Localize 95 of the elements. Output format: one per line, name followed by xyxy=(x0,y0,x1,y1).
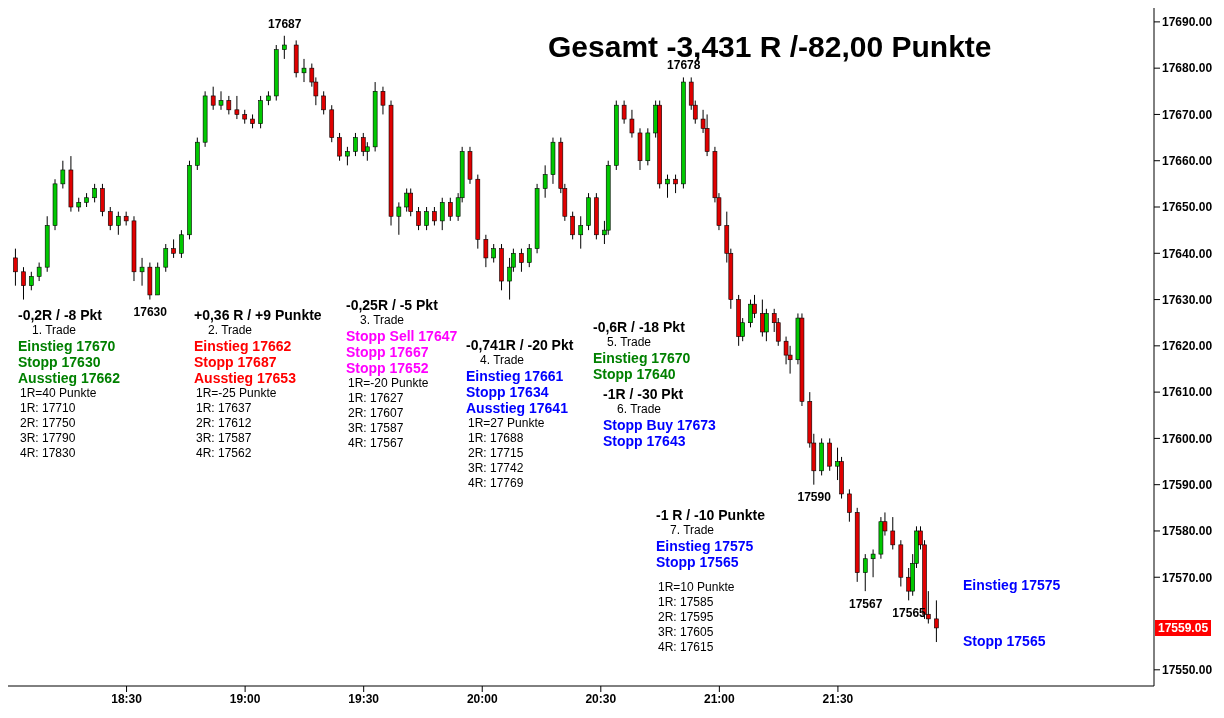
candlestick xyxy=(60,160,66,189)
trade-note: -1 R / -10 Punkte 7. Trade Einstieg 17575 Stopp 17565 1R=10 Punkte 1R: 17585 2R: 17595 3R: 17605 4R: 17615 xyxy=(656,508,765,655)
y-tick-label: 17550.00 xyxy=(1162,663,1213,678)
candlestick xyxy=(424,206,429,231)
annotation: 17630 xyxy=(133,305,168,320)
trade-note: Stopp 17565 xyxy=(963,633,1046,649)
candlestick xyxy=(337,132,342,162)
candlestick xyxy=(360,132,366,157)
candlestick xyxy=(301,58,307,83)
candlestick xyxy=(380,86,386,115)
candlestick xyxy=(234,95,240,120)
candlestick xyxy=(210,86,216,111)
candlestick xyxy=(519,248,524,273)
trade-note: Einstieg 17575 xyxy=(963,577,1061,593)
y-tick-label: 17630.00 xyxy=(1162,292,1213,307)
candlestick xyxy=(934,599,939,643)
candlestick xyxy=(629,109,635,139)
candlestick xyxy=(258,95,263,129)
y-tick-label: 17640.00 xyxy=(1162,246,1213,261)
candlestick xyxy=(321,90,326,115)
y-tick-label: 17690.00 xyxy=(1162,15,1213,30)
trade-note: +0,36 R / +9 Punkte 2. Trade Einstieg 17662 Stopp 17687 Ausstieg 17653 1R=-25 Punkte 1R: 17637 2R: 17612 3R: 17587 4R: 17562 xyxy=(194,308,322,461)
trade-note: -0,6R / -18 Pkt 5. Trade Einstieg 17670 Stopp 17640 xyxy=(593,320,691,382)
text: Gesamt -3,431 R /-82,00 Punkte xyxy=(548,30,992,63)
candlestick xyxy=(195,137,200,171)
candlestick xyxy=(353,132,358,157)
candlestick xyxy=(416,206,421,231)
candlestick xyxy=(432,206,437,227)
candlestick xyxy=(764,308,769,342)
candlestick xyxy=(218,90,224,111)
y-tick-label: 17680.00 xyxy=(1162,61,1213,76)
candlestick xyxy=(578,215,584,250)
candlestick xyxy=(665,174,670,199)
x-tick-label: 21:30 xyxy=(822,691,854,706)
candlestick xyxy=(439,197,445,231)
candlestick xyxy=(282,35,287,60)
annotation: 17590 xyxy=(797,490,832,505)
candlestick xyxy=(491,243,496,264)
candlestick xyxy=(100,183,105,217)
candlestick xyxy=(748,299,753,328)
candlestick xyxy=(621,100,627,125)
candlestick xyxy=(396,201,402,236)
y-tick-label: 17650.00 xyxy=(1162,200,1213,215)
candlestick xyxy=(29,271,34,291)
y-tick-label: 17570.00 xyxy=(1162,570,1213,585)
candlestick xyxy=(163,243,169,273)
x-tick-label: 18:30 xyxy=(111,691,143,706)
candlestick xyxy=(890,516,896,550)
candlestick xyxy=(760,299,765,338)
candlestick xyxy=(404,187,409,213)
candlestick xyxy=(752,294,757,319)
candlestick xyxy=(827,437,832,472)
candlestick xyxy=(171,238,176,259)
trade-note: -0,25R / -5 Pkt 3. Trade Stopp Sell 17647 Stopp 17667 Stopp 17652 1R=-20 Punkte 1R: 17627 2R: 17607 3R: 17587 4R: 17567 xyxy=(346,298,458,451)
trade-note: -0,741R / -20 Pkt 4. Trade Einstieg 17661 Stopp 17634 Ausstieg 17641 1R=27 Punkte 1R: 17688 2R: 17715 3R: 17742 4R: 17769 xyxy=(466,338,574,491)
x-tick-label: 19:00 xyxy=(229,691,261,706)
x-tick-label: 21:00 xyxy=(704,691,736,706)
y-tick-label: 17580.00 xyxy=(1162,524,1213,539)
candlestick xyxy=(139,257,145,287)
candlestick xyxy=(542,164,548,199)
candlestick xyxy=(448,197,453,222)
candlestick xyxy=(13,248,18,287)
x-tick-label: 20:30 xyxy=(585,691,617,706)
candlestick xyxy=(365,141,370,162)
annotation: 17687 xyxy=(268,16,302,31)
trade-note: 17559.05 xyxy=(1155,620,1212,636)
candlestick xyxy=(179,229,184,259)
candlestick xyxy=(526,243,532,268)
candlestick xyxy=(226,95,232,115)
y-tick-label: 17670.00 xyxy=(1162,107,1213,122)
y-tick-label: 17600.00 xyxy=(1162,431,1213,446)
y-tick-label: 17590.00 xyxy=(1162,477,1213,492)
candlestick xyxy=(862,553,868,592)
trade-note: -1R / -30 Pkt 6. Trade Stopp Buy 17673 Stopp 17643 xyxy=(603,387,716,449)
y-tick-label: 17620.00 xyxy=(1162,339,1213,354)
candlestick xyxy=(906,567,911,601)
candlestick xyxy=(570,211,575,240)
candlestick xyxy=(673,174,678,194)
candlestick xyxy=(92,183,97,203)
y-tick-label: 17660.00 xyxy=(1162,153,1213,168)
candlestick xyxy=(116,211,121,236)
candlestick xyxy=(704,113,710,157)
candlestick xyxy=(870,548,876,578)
candlestick xyxy=(107,206,113,231)
candlestick xyxy=(36,262,42,282)
annotation: 17567 xyxy=(848,596,883,611)
y-tick-label: 17610.00 xyxy=(1162,385,1213,400)
x-tick-label: 20:00 xyxy=(466,691,498,706)
candlestick xyxy=(408,187,414,217)
x-tick-label: 19:30 xyxy=(348,691,380,706)
candlestick xyxy=(345,146,350,166)
candlestick xyxy=(483,234,489,268)
candlestick xyxy=(847,488,852,523)
candlestick xyxy=(21,266,26,301)
trade-note: -0,2R / -8 Pkt 1. Trade Einstieg 17670 Stopp 17630 Ausstieg 17662 1R=40 Punkte 1R: 17710 2R: 17750 3R: 17790 4R: 17830 xyxy=(18,308,120,461)
